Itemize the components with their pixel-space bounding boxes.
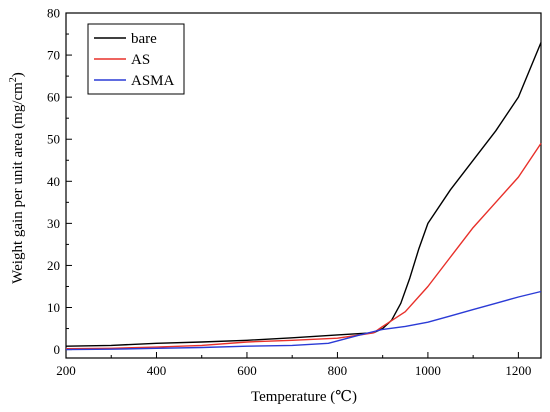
y-tick-label: 20 [47,258,60,273]
series-line-asma [65,290,542,351]
legend-label-asma: ASMA [131,73,175,89]
y-tick-label: 60 [47,90,60,105]
y-tick-label: 40 [47,174,60,189]
legend: bare AS ASMA [87,23,185,95]
x-tick-label: 200 [56,363,76,378]
x-tick-label: 600 [237,363,257,378]
y-tick-label: 10 [47,300,60,315]
y-tick-label: 50 [47,132,60,147]
x-axis-label: Temperature (℃) [251,389,357,405]
x-tick-label: 400 [147,363,167,378]
tick-labels: 200 400 600 800 1000 1200 0 10 20 30 40 50 60 70 80 [47,6,531,379]
y-tick-label: 30 [47,216,60,231]
x-tick-label: 1200 [505,363,531,378]
x-tick-label: 1000 [415,363,441,378]
series-lines [65,42,542,351]
legend-label-bare: bare [131,31,157,47]
legend-label-as: AS [131,52,150,68]
plot-frame [65,12,542,359]
y-tick-label: 70 [47,48,60,63]
y-tick-label: 0 [54,342,61,357]
y-tick-label: 80 [47,6,60,21]
series-line-as [65,143,542,350]
x-tick-label: 800 [328,363,348,378]
y-axis-label: Weight gain per unit area (mg/cm2) [8,72,26,284]
